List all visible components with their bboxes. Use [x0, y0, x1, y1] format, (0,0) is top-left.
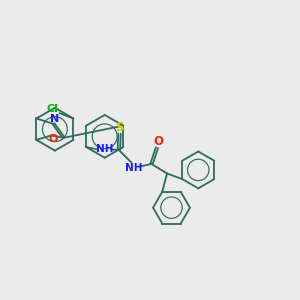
Text: N: N: [50, 114, 59, 124]
Text: O: O: [153, 135, 163, 148]
Text: Cl: Cl: [47, 104, 58, 114]
Text: S: S: [115, 121, 124, 134]
Text: NH: NH: [125, 164, 142, 173]
Text: O: O: [48, 134, 58, 144]
Text: NH: NH: [96, 144, 113, 154]
